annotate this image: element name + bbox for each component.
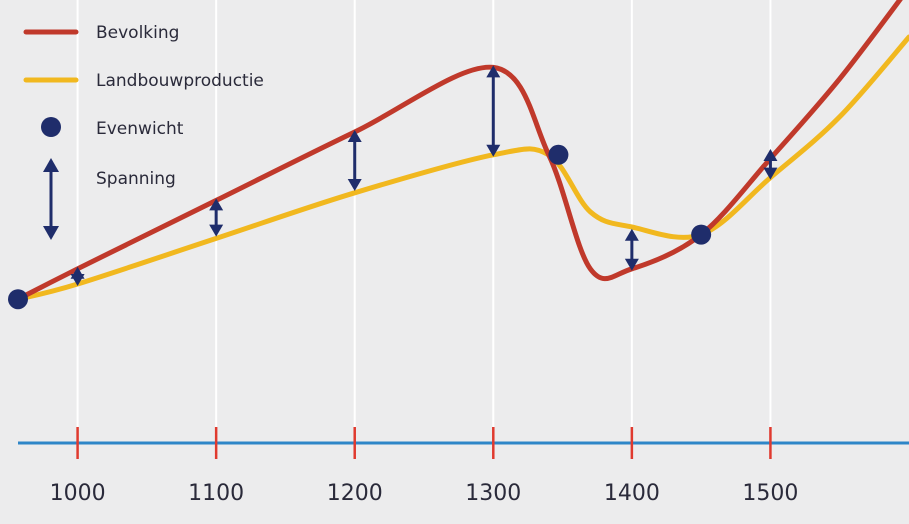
legend-item-bevolking: Bevolking [23, 23, 179, 43]
tick-label-1200: 1200 [327, 481, 383, 506]
legend-item-spanning: Spanning [43, 158, 176, 240]
legend-arrow-head-down [43, 226, 59, 240]
tension-arrow-1500 [763, 149, 778, 180]
equilibrium-dot-1 [8, 289, 28, 310]
legend-arrow-head-up [43, 158, 59, 172]
tension-arrow-1300 [486, 65, 501, 157]
tick-label-1500: 1500 [742, 481, 798, 506]
tension-arrow-1200 [347, 130, 362, 191]
equilibrium-dot-3 [691, 224, 712, 245]
tick-label-1300: 1300 [465, 481, 521, 506]
x-axis-ticks: 1000 1100 1200 1300 1400 1500 [50, 427, 798, 506]
series-lines [15, 0, 909, 302]
legend-label-bevolking: Bevolking [96, 23, 179, 43]
tension-arrow-1400-head-up [624, 228, 639, 241]
tension-arrow-1400-head-down [624, 258, 639, 271]
tension-arrow-1200-head-up [347, 130, 362, 142]
tension-arrow-1000-head-down [70, 274, 85, 286]
tension-arrow-1400 [624, 228, 639, 271]
tension-arrow-1000 [70, 266, 85, 286]
grid-lines [76, 0, 772, 443]
legend-item-evenwicht: Evenwicht [41, 117, 184, 139]
tick-label-1000: 1000 [50, 481, 106, 506]
legend-item-landbouwproductie: Landbouwproductie [23, 71, 264, 91]
tick-label-1100: 1100 [188, 481, 244, 506]
tension-arrow-1500-head-up [763, 149, 778, 161]
tension-arrow-1300-head-up [486, 65, 501, 78]
tension-arrow-1200-head-down [347, 179, 362, 191]
legend-label-landbouwproductie: Landbouwproductie [96, 71, 264, 91]
tension-arrows [70, 65, 778, 286]
tension-arrow-1100-head-up [209, 198, 224, 211]
tension-arrow-1300-head-down [486, 144, 501, 157]
legend-label-evenwicht: Evenwicht [96, 119, 184, 139]
tension-arrow-1100 [209, 198, 224, 237]
equilibrium-points [8, 144, 712, 310]
legend-label-spanning: Spanning [96, 169, 176, 189]
series-line-bevolking [15, 0, 903, 302]
legend-dot-icon [41, 117, 61, 137]
tick-label-1400: 1400 [604, 481, 660, 506]
legend: Bevolking Landbouwproductie Evenwicht Spann… [23, 23, 264, 240]
equilibrium-dot-2 [548, 144, 569, 165]
tension-arrow-1100-head-down [209, 224, 224, 237]
tension-arrow-1500-head-down [763, 167, 778, 180]
